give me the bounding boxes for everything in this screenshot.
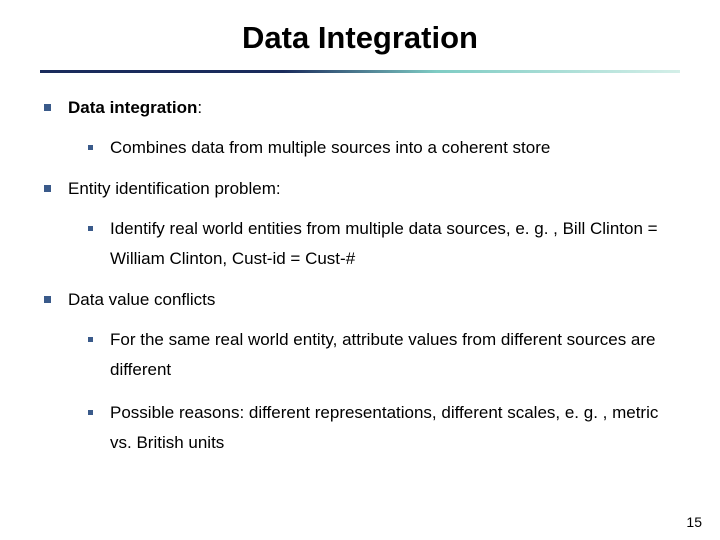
bullet-label: Data integration <box>68 98 197 117</box>
title-divider <box>40 70 680 73</box>
sub-bullet-item: Possible reasons: different representati… <box>88 398 676 458</box>
sub-bullet-item: Identify real world entities from multip… <box>88 214 676 274</box>
bullet-list-level2: Combines data from multiple sources into… <box>68 133 676 163</box>
slide: Data Integration Data integration: Combi… <box>0 0 720 540</box>
bullet-label: Data value conflicts <box>68 290 215 309</box>
sub-bullet-item: For the same real world entity, attribut… <box>88 325 676 385</box>
sub-bullet-item: Combines data from multiple sources into… <box>88 133 676 163</box>
bullet-list-level2: Identify real world entities from multip… <box>68 214 676 274</box>
bullet-label: Entity identification problem: <box>68 179 281 198</box>
slide-content: Data integration: Combines data from mul… <box>0 95 720 458</box>
bullet-suffix: : <box>197 98 202 117</box>
bullet-item: Data integration: Combines data from mul… <box>44 95 676 162</box>
page-number: 15 <box>686 514 702 530</box>
slide-title: Data Integration <box>0 20 720 70</box>
bullet-list-level1: Data integration: Combines data from mul… <box>44 95 676 458</box>
bullet-item: Entity identification problem: Identify … <box>44 176 676 273</box>
bullet-item: Data value conflicts For the same real w… <box>44 287 676 458</box>
bullet-list-level2: For the same real world entity, attribut… <box>68 325 676 458</box>
